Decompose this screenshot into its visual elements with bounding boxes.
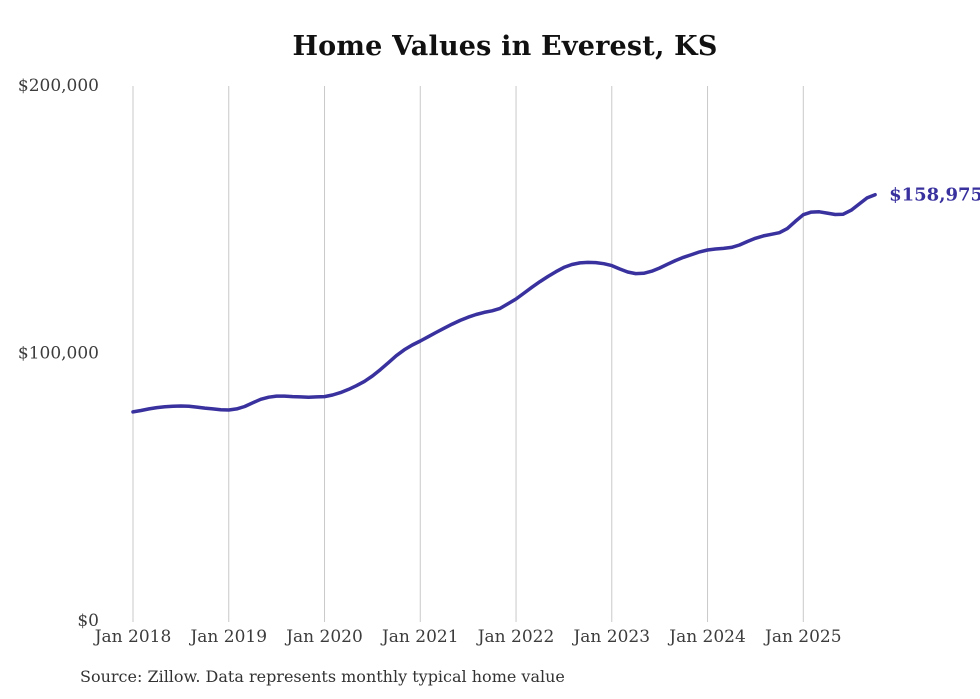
x-axis-tick-label: Jan 2024 xyxy=(667,627,746,647)
x-axis-tick-label: Jan 2020 xyxy=(284,627,363,647)
x-axis-tick-label: Jan 2023 xyxy=(571,627,650,647)
x-axis-tick-label: Jan 2021 xyxy=(380,627,459,647)
end-value-label: $158,975 xyxy=(889,185,980,206)
y-axis-tick-label: $100,000 xyxy=(18,344,99,364)
x-axis-tick-label: Jan 2025 xyxy=(763,627,842,647)
x-axis-tick-label: Jan 2018 xyxy=(93,627,172,647)
chart-title: Home Values in Everest, KS xyxy=(292,31,718,62)
y-axis-tick-label: $0 xyxy=(77,611,99,631)
x-axis-tick-label: Jan 2019 xyxy=(188,627,267,647)
x-axis-tick-label: Jan 2022 xyxy=(476,627,555,647)
source-note: Source: Zillow. Data represents monthly … xyxy=(80,667,565,686)
value-line xyxy=(131,192,877,414)
y-axis-tick-label: $200,000 xyxy=(18,76,99,96)
